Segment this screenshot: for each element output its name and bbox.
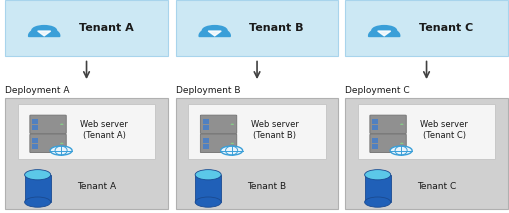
Circle shape (50, 146, 72, 155)
Text: Tenant B: Tenant B (247, 182, 287, 191)
FancyBboxPatch shape (176, 98, 338, 209)
Text: Tenant C: Tenant C (417, 182, 456, 191)
Ellipse shape (195, 197, 221, 207)
FancyBboxPatch shape (372, 119, 379, 124)
FancyBboxPatch shape (372, 138, 379, 143)
Circle shape (371, 25, 397, 36)
FancyBboxPatch shape (370, 115, 406, 134)
Text: Tenant B: Tenant B (249, 23, 304, 33)
Ellipse shape (195, 170, 221, 180)
Ellipse shape (24, 197, 51, 207)
FancyBboxPatch shape (32, 119, 39, 124)
Text: Tenant A: Tenant A (79, 23, 133, 33)
FancyBboxPatch shape (18, 104, 155, 159)
Text: Web server
(Tenant C): Web server (Tenant C) (420, 120, 468, 140)
Text: Web server
(Tenant B): Web server (Tenant B) (251, 120, 299, 140)
Circle shape (231, 124, 234, 125)
FancyBboxPatch shape (203, 125, 209, 130)
FancyBboxPatch shape (188, 104, 326, 159)
Polygon shape (38, 31, 51, 36)
FancyBboxPatch shape (32, 144, 39, 149)
FancyBboxPatch shape (32, 125, 39, 130)
Polygon shape (199, 28, 230, 36)
FancyBboxPatch shape (201, 134, 237, 153)
FancyBboxPatch shape (345, 0, 508, 56)
Circle shape (220, 146, 243, 155)
FancyBboxPatch shape (364, 175, 391, 202)
Circle shape (231, 143, 234, 144)
FancyBboxPatch shape (372, 144, 379, 149)
Text: Deployment C: Deployment C (345, 86, 410, 95)
FancyBboxPatch shape (203, 144, 209, 149)
Circle shape (400, 143, 404, 144)
Ellipse shape (364, 170, 391, 180)
Text: Tenant A: Tenant A (77, 182, 116, 191)
FancyBboxPatch shape (370, 134, 406, 153)
FancyBboxPatch shape (30, 115, 66, 134)
FancyBboxPatch shape (203, 138, 209, 143)
FancyBboxPatch shape (201, 115, 237, 134)
Ellipse shape (364, 197, 391, 207)
FancyBboxPatch shape (176, 0, 338, 56)
FancyBboxPatch shape (345, 98, 508, 209)
Circle shape (390, 146, 412, 155)
Ellipse shape (24, 170, 51, 180)
FancyBboxPatch shape (5, 98, 168, 209)
FancyBboxPatch shape (195, 175, 221, 202)
Polygon shape (208, 31, 221, 36)
Polygon shape (369, 28, 400, 36)
Circle shape (31, 25, 57, 36)
FancyBboxPatch shape (24, 175, 51, 202)
Circle shape (400, 124, 404, 125)
Polygon shape (378, 31, 391, 36)
FancyBboxPatch shape (30, 134, 66, 153)
Circle shape (60, 124, 64, 125)
Circle shape (60, 143, 64, 144)
FancyBboxPatch shape (358, 104, 495, 159)
Circle shape (202, 25, 228, 36)
Text: Deployment A: Deployment A (5, 86, 70, 95)
Text: Web server
(Tenant A): Web server (Tenant A) (80, 120, 128, 140)
FancyBboxPatch shape (203, 119, 209, 124)
Text: Tenant C: Tenant C (419, 23, 473, 33)
Polygon shape (29, 28, 60, 36)
FancyBboxPatch shape (372, 125, 379, 130)
FancyBboxPatch shape (5, 0, 168, 56)
FancyBboxPatch shape (32, 138, 39, 143)
Text: Deployment B: Deployment B (176, 86, 240, 95)
